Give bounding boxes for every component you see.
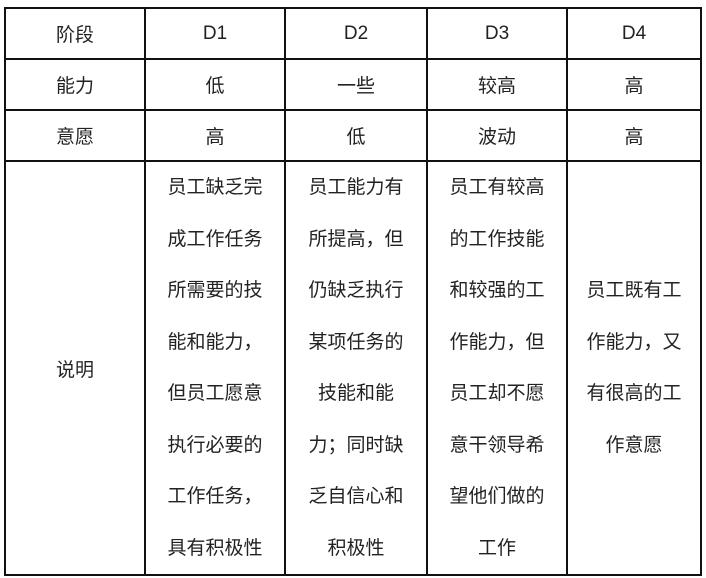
table-row-ability: 能力 低 一些 较高 高 bbox=[4, 58, 702, 111]
description-line: 员工缺乏完 bbox=[167, 176, 263, 198]
description-cell: 员工缺乏完成工作任务所需要的技能和能力， 但员工愿意执行必要的工作任务， 具有积极性 bbox=[144, 160, 286, 576]
situational-leadership-table: 阶段 D1 D2 D3 D4 能力 低 一些 较高 高 意愿 高 低 波动 高 … bbox=[4, 7, 702, 576]
row-label: 说明 bbox=[4, 160, 146, 576]
description-line: 某项任务的 bbox=[308, 330, 404, 353]
header-cell: D4 bbox=[566, 7, 702, 60]
header-cell: D2 bbox=[284, 7, 428, 60]
description-cell: 员工能力有所提高，但仍缺乏执行某项任务的技能和能力；同时缺乏自信心和积极性 bbox=[284, 160, 428, 576]
description-line: 工作任务， bbox=[167, 485, 263, 507]
table-cell: 一些 bbox=[284, 58, 428, 111]
description-line: 具有积极性 bbox=[167, 536, 263, 559]
description-line: 乏自信心和 bbox=[308, 485, 404, 507]
description-line: 和较强的工 bbox=[449, 279, 545, 301]
description-line: 员工既有工 bbox=[586, 279, 682, 301]
description-line: 成工作任务 bbox=[167, 227, 263, 250]
table-cell: 波动 bbox=[426, 109, 568, 162]
table-cell: 高 bbox=[566, 109, 702, 162]
description-line: 作能力，但 bbox=[449, 330, 545, 353]
description-line: 的工作技能 bbox=[449, 227, 545, 250]
header-row: 阶段 D1 D2 D3 D4 bbox=[4, 7, 702, 60]
table-cell: 高 bbox=[566, 58, 702, 111]
table-row-willingness: 意愿 高 低 波动 高 bbox=[4, 109, 702, 162]
table-cell: 低 bbox=[144, 58, 286, 111]
description-line: 但员工愿意 bbox=[167, 382, 263, 404]
description-line: 员工却不愿 bbox=[449, 382, 545, 404]
table-row-description: 说明 员工缺乏完成工作任务所需要的技能和能力， 但员工愿意执行必要的工作任务， 具有… bbox=[4, 160, 702, 576]
description-line: 仍缺乏执行 bbox=[308, 279, 404, 301]
description-line: 能和能力， bbox=[167, 330, 263, 353]
description-line: 所提高，但 bbox=[308, 227, 404, 250]
header-cell: 阶段 bbox=[4, 7, 146, 60]
description-line: 望他们做的 bbox=[449, 485, 545, 507]
description-line: 积极性 bbox=[327, 536, 385, 559]
table-cell: 较高 bbox=[426, 58, 568, 111]
table-cell: 高 bbox=[144, 109, 286, 162]
description-cell: 员工既有工作能力，又有很高的工作意愿 bbox=[566, 160, 702, 576]
description-cell: 员工有较高的工作技能和较强的工作能力，但员工却不愿意干领导希望他们做的工作 bbox=[426, 160, 568, 576]
description-line: 作意愿 bbox=[605, 433, 663, 456]
description-line: 员工能力有 bbox=[308, 176, 404, 198]
description-line: 技能和能 bbox=[317, 382, 394, 404]
description-line: 工作 bbox=[477, 536, 516, 559]
header-cell: D3 bbox=[426, 7, 568, 60]
description-line: 执行必要的 bbox=[167, 433, 263, 456]
row-label: 能力 bbox=[4, 58, 146, 111]
description-line: 作能力，又 bbox=[586, 330, 682, 353]
description-line: 意干领导希 bbox=[449, 433, 545, 456]
row-label: 意愿 bbox=[4, 109, 146, 162]
header-cell: D1 bbox=[144, 7, 286, 60]
description-line: 有很高的工 bbox=[586, 382, 682, 404]
table-cell: 低 bbox=[284, 109, 428, 162]
description-line: 所需要的技 bbox=[167, 279, 263, 301]
description-line: 力；同时缺 bbox=[308, 433, 404, 456]
description-line: 员工有较高 bbox=[449, 176, 545, 198]
